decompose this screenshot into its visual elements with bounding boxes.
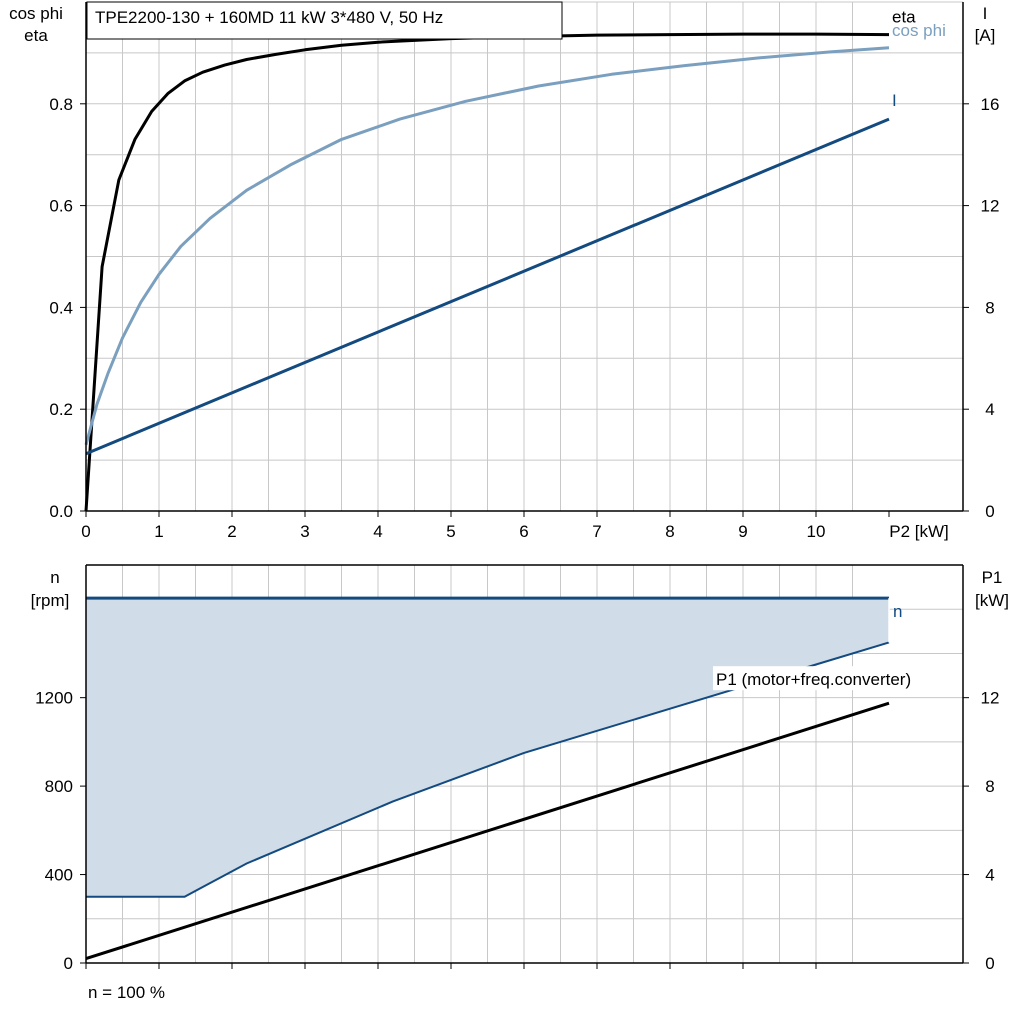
top-y-right-label-2: [A] xyxy=(975,26,996,45)
bottom-y-left-tick-label: 1200 xyxy=(35,689,73,708)
top-grid xyxy=(86,1,963,511)
title-box xyxy=(86,1,563,40)
bottom-y-right-tick-label: 8 xyxy=(985,777,994,796)
series-current-line xyxy=(85,117,890,456)
series-label-p1: P1 (motor+freq.converter) xyxy=(716,670,911,689)
static-labels: TPE2200-130 + 160MD 11 kW 3*480 V, 50 Hz… xyxy=(9,1,1009,1002)
series-cos-phi-line xyxy=(84,46,890,446)
top-x-tick-label: 1 xyxy=(154,522,163,541)
speed-range-area xyxy=(86,598,889,897)
bottom-y-right-tick-label: 4 xyxy=(985,866,994,885)
series-label-p1-bg xyxy=(713,666,965,691)
top-x-tick-label: 4 xyxy=(373,522,382,541)
bottom-y-left-tick-label: 800 xyxy=(45,777,73,796)
bottom-y-left-label-1: n xyxy=(50,568,59,587)
series-label-current: I xyxy=(892,91,897,110)
footer-note: n = 100 % xyxy=(88,983,165,1002)
chart-title: TPE2200-130 + 160MD 11 kW 3*480 V, 50 Hz xyxy=(95,8,443,27)
top-x-tick-label: 2 xyxy=(227,522,236,541)
bottom-y-left-tick-label: 0 xyxy=(64,954,73,973)
bottom-y-left-tick-label: 400 xyxy=(45,866,73,885)
top-x-tick-label: 9 xyxy=(738,522,747,541)
top-x-tick-label: 5 xyxy=(446,522,455,541)
top-y-left-label-2: eta xyxy=(24,26,48,45)
top-x-tick-label: 10 xyxy=(807,522,826,541)
top-y-right-tick-label: 16 xyxy=(981,95,1000,114)
bottom-y-right-tick-label: 0 xyxy=(985,954,994,973)
top-y-left-tick-label: 0.8 xyxy=(49,95,73,114)
top-x-tick-label: 6 xyxy=(519,522,528,541)
top-y-left-tick-label: 0.6 xyxy=(49,197,73,216)
top-y-left-tick-label: 0.2 xyxy=(49,400,73,419)
top-y-right-tick-label: 8 xyxy=(985,298,994,317)
top-y-left-tick-label: 0.0 xyxy=(49,502,73,521)
series-label-cos-phi: cos phi xyxy=(892,21,946,40)
series-label-n: n xyxy=(893,602,902,621)
top-y-left-label-1: cos phi xyxy=(9,4,63,23)
top-y-left-tick-label: 0.4 xyxy=(49,298,73,317)
bottom-y-right-tick-label: 12 xyxy=(981,689,1000,708)
top-x-tick-label: 8 xyxy=(665,522,674,541)
top-y-right-tick-label: 12 xyxy=(981,197,1000,216)
bottom-y-right-label-1: P1 xyxy=(982,568,1003,587)
series-label-eta: eta xyxy=(892,8,916,27)
top-x-tick-label: 3 xyxy=(300,522,309,541)
top-y-right-tick-label: 4 xyxy=(985,400,994,419)
top-x-axis-label: P2 [kW] xyxy=(889,522,949,541)
series-eta-line xyxy=(84,32,890,512)
top-y-right-label-1: I xyxy=(983,4,988,23)
bottom-y-right-label-2: [kW] xyxy=(975,591,1009,610)
bottom-panel: n P1 (motor+freq.converter) 0 400 800 1200 0 4 8… xyxy=(35,564,1000,973)
top-y-right-tick-label: 0 xyxy=(985,502,994,521)
bottom-y-left-label-2: [rpm] xyxy=(31,591,70,610)
series-p1-line xyxy=(85,701,890,961)
top-x-tick-label: 7 xyxy=(592,522,601,541)
top-x-tick-label: 0 xyxy=(81,522,90,541)
